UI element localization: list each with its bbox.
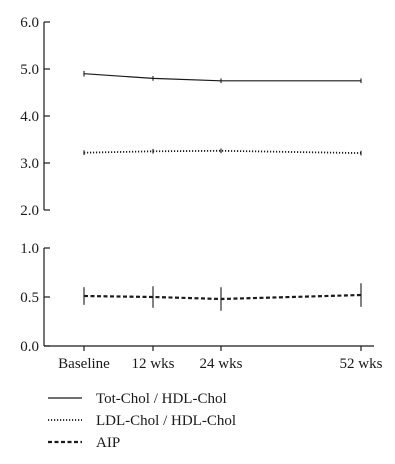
x-tick-label: Baseline <box>58 356 110 372</box>
legend-label-3: AIP <box>96 435 120 451</box>
y-tick-label: 0.0 <box>20 339 39 355</box>
x-ticks-group: Baseline 12 wks 24 wks 52 wks <box>58 346 383 372</box>
y-tick-label: 1.0 <box>20 241 39 257</box>
y-tick-label: 0.5 <box>20 290 39 306</box>
legend-label-1: Tot-Chol / HDL-Chol <box>96 391 227 407</box>
series-line-2 <box>83 149 362 154</box>
legend-group: Tot-Chol / HDL-Chol LDL-Chol / HDL-Chol AI… <box>48 391 236 451</box>
y-tick-label: 5.0 <box>20 62 39 78</box>
y-tick-label: 3.0 <box>20 156 39 172</box>
x-tick-label: 52 wks <box>340 356 383 372</box>
y-tick-label: 2.0 <box>20 203 39 219</box>
y-tick-label: 4.0 <box>20 109 39 125</box>
y-ticks-group: 2.0 3.0 4.0 5.0 6.0 0.0 0.5 1.0 <box>20 15 50 355</box>
series-line-3 <box>83 293 362 301</box>
series-line-1 <box>83 73 361 82</box>
series-group <box>83 70 362 311</box>
y-tick-label: 6.0 <box>20 15 39 31</box>
x-tick-label: 12 wks <box>132 356 175 372</box>
axes-group <box>43 22 374 347</box>
x-tick-label: 24 wks <box>200 356 243 372</box>
legend-label-2: LDL-Chol / HDL-Chol <box>96 413 236 429</box>
